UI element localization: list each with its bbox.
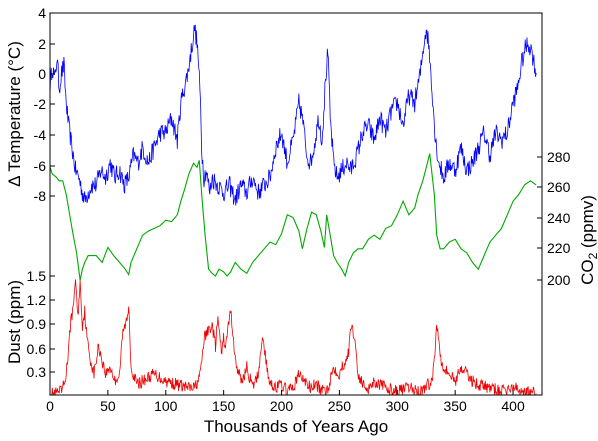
dust-axis-ticks: 1.5 1.2 0.9 0.6 0.3 xyxy=(27,268,55,380)
x-tick-label: 50 xyxy=(100,398,116,414)
temperature-tick-label: 2 xyxy=(38,36,46,52)
x-axis-ticks: 0 50 100 150 200 250 300 350 400 xyxy=(46,390,525,414)
x-axis-title: Thousands of Years Ago xyxy=(204,417,388,436)
x-tick-label: 100 xyxy=(154,398,178,414)
temperature-axis-ticks: 4 2 0 -2 -4 -6 -8 xyxy=(34,5,55,204)
dust-tick-label: 0.3 xyxy=(27,364,47,380)
series-lines xyxy=(49,24,537,396)
co2-tick-label: 240 xyxy=(547,210,571,226)
co2-tick-label: 260 xyxy=(547,179,571,195)
temperature-tick-label: -8 xyxy=(34,188,47,204)
temperature-tick-label: -6 xyxy=(34,158,47,174)
temperature-tick-label: -2 xyxy=(34,96,47,112)
temperature-tick-label: 4 xyxy=(38,5,46,21)
co2-axis-title: CO2 (ppmv) xyxy=(578,195,598,285)
dust-tick-label: 0.6 xyxy=(27,341,47,357)
co2-line xyxy=(49,153,537,281)
x-tick-label: 400 xyxy=(501,398,525,414)
temperature-line xyxy=(49,24,537,206)
x-tick-label: 200 xyxy=(270,398,294,414)
x-tick-label: 250 xyxy=(328,398,352,414)
dust-tick-label: 0.9 xyxy=(27,316,47,332)
temperature-axis-title: Δ Temperature (°C) xyxy=(5,41,24,187)
co2-tick-label: 280 xyxy=(547,149,571,165)
x-tick-label: 150 xyxy=(212,398,236,414)
dust-tick-label: 1.2 xyxy=(27,292,47,308)
x-tick-label: 0 xyxy=(46,398,54,414)
co2-axis-ticks: 280 260 240 220 200 xyxy=(537,149,571,288)
co2-tick-label: 200 xyxy=(547,272,571,288)
dust-line xyxy=(50,279,537,396)
co2-tick-label: 220 xyxy=(547,240,571,256)
dust-axis-title: Dust (ppm) xyxy=(5,280,24,364)
dust-tick-label: 1.5 xyxy=(27,268,47,284)
plot-frame xyxy=(49,12,543,396)
x-tick-label: 350 xyxy=(443,398,467,414)
temperature-tick-label: -4 xyxy=(34,127,47,143)
temperature-tick-label: 0 xyxy=(38,66,46,82)
x-tick-label: 300 xyxy=(386,398,410,414)
